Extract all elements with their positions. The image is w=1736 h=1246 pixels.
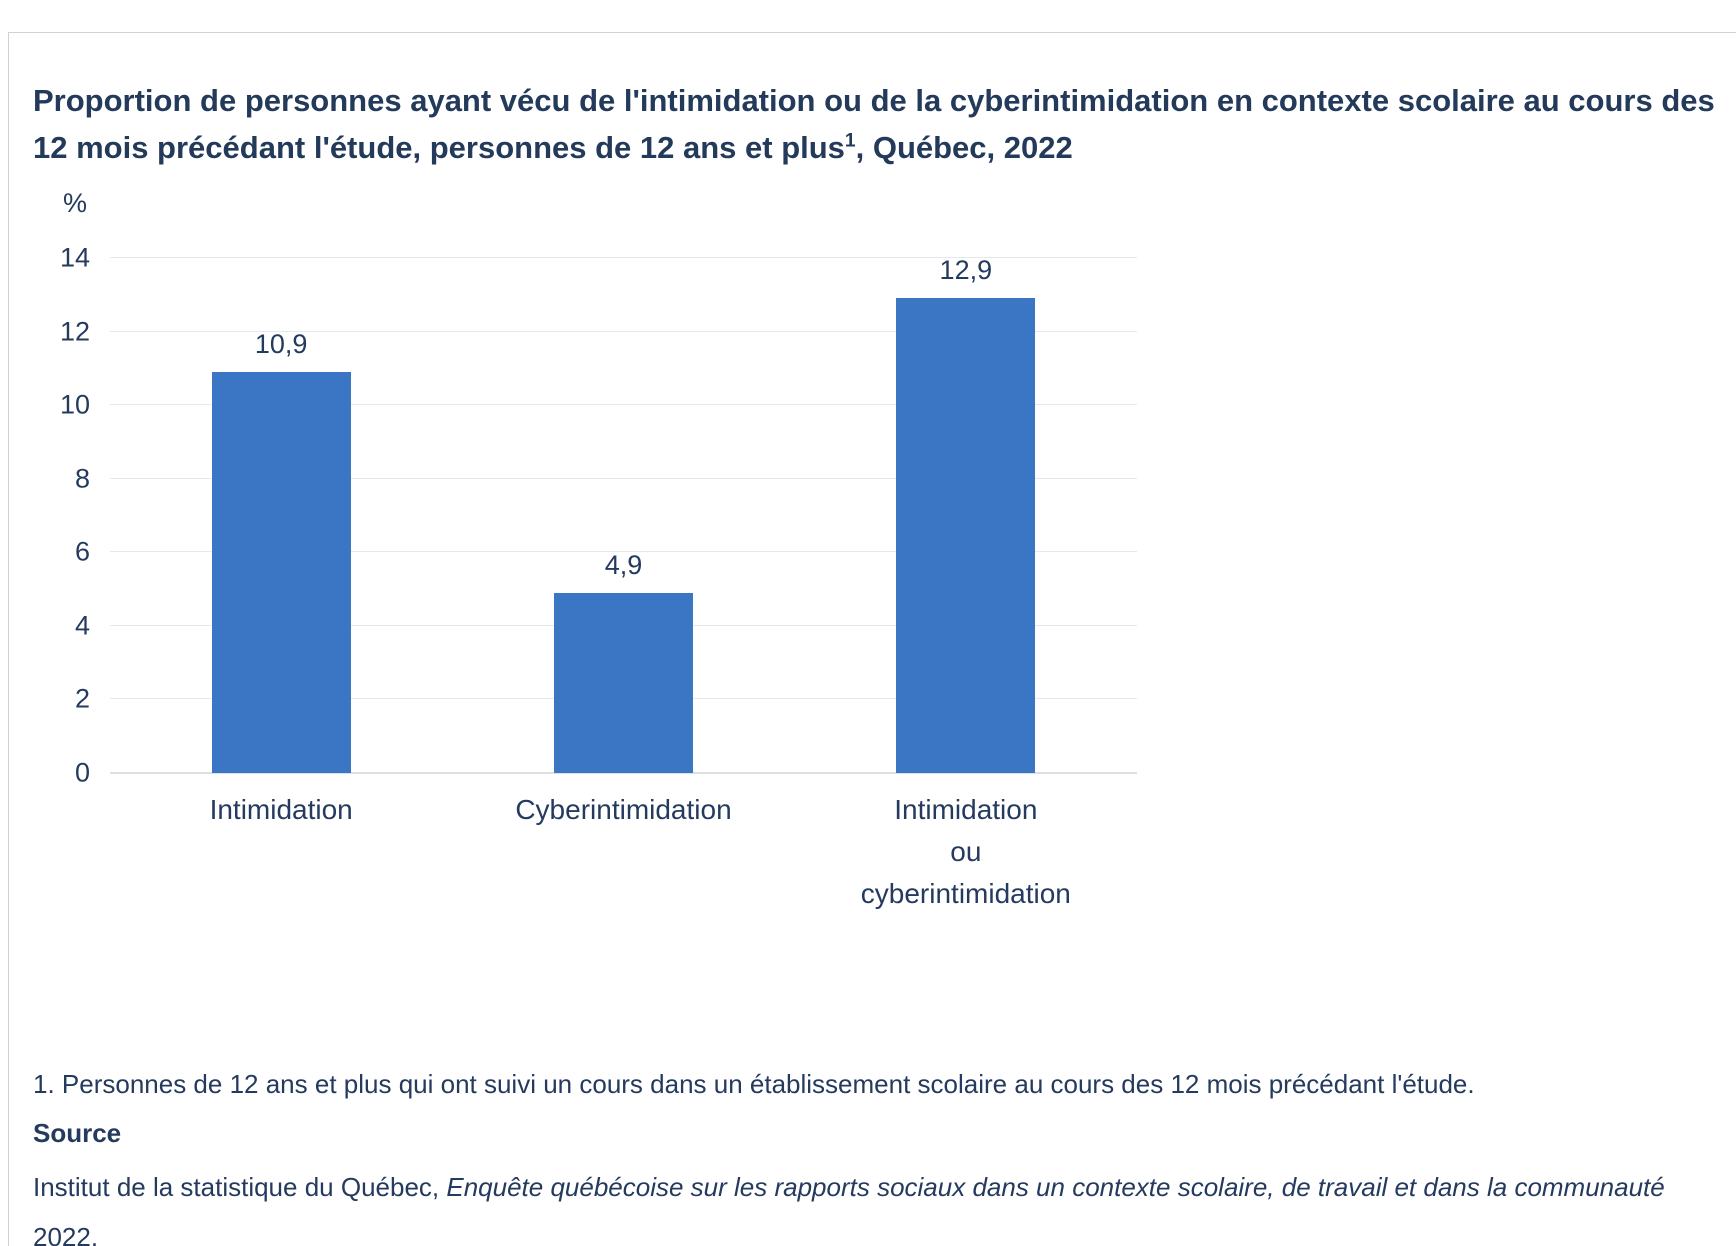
source-text: Institut de la statistique du Québec, En… xyxy=(33,1162,1733,1246)
value-label-2: 4,9 xyxy=(604,549,643,580)
y-tick-label-2: 2 xyxy=(74,683,90,714)
source-heading: Source xyxy=(33,1118,122,1148)
y-axis-unit-label: % xyxy=(63,188,88,218)
plot-area: % 0 2 4 6 8 10 12 14 10,9 Intimidation 4,9 Cyberint… xyxy=(60,188,1137,909)
category-label-2: Cyberintimidation xyxy=(515,794,732,825)
gridline-y-14 xyxy=(110,257,1137,258)
gridline-y-8 xyxy=(110,477,1137,479)
source-text-year: 2022. xyxy=(33,1222,99,1246)
category-label-3: Intimidation ou cyberintimidation xyxy=(860,794,1071,909)
chart-title: Proportion de personnes ayant vécu de l'… xyxy=(33,77,1733,171)
gridline-y-10 xyxy=(110,404,1137,406)
bar-2 xyxy=(554,592,693,773)
y-tick-label-8: 8 xyxy=(74,463,90,494)
gridline-y-6 xyxy=(110,551,1137,553)
footnote-marker: 1 xyxy=(844,130,856,152)
source-text-study-title: Enquête québécoise sur les rapports soci… xyxy=(446,1172,1665,1202)
category-label-1: Intimidation xyxy=(209,794,353,825)
footnote-text: 1. Personnes de 12 ans et plus qui ont s… xyxy=(33,1069,1475,1099)
value-label-1: 10,9 xyxy=(254,329,308,360)
y-tick-label-6: 6 xyxy=(74,536,90,567)
source-text-normal: Institut de la statistique du Québec, xyxy=(33,1172,447,1202)
chart-title-suffix: , Québec, 2022 xyxy=(855,129,1073,165)
x-axis-line xyxy=(110,772,1137,774)
value-label-3: 12,9 xyxy=(939,255,993,286)
bar-3 xyxy=(896,298,1036,773)
bar-1 xyxy=(211,372,351,773)
y-tick-label-14: 14 xyxy=(59,242,90,273)
gridline-y-12 xyxy=(110,330,1137,332)
y-tick-label-0: 0 xyxy=(74,757,90,788)
chart-title-text: Proportion de personnes ayant vécu de l'… xyxy=(33,82,1715,165)
y-tick-label-10: 10 xyxy=(59,389,90,420)
y-tick-label-12: 12 xyxy=(59,316,90,347)
y-tick-label-4: 4 xyxy=(74,610,90,641)
